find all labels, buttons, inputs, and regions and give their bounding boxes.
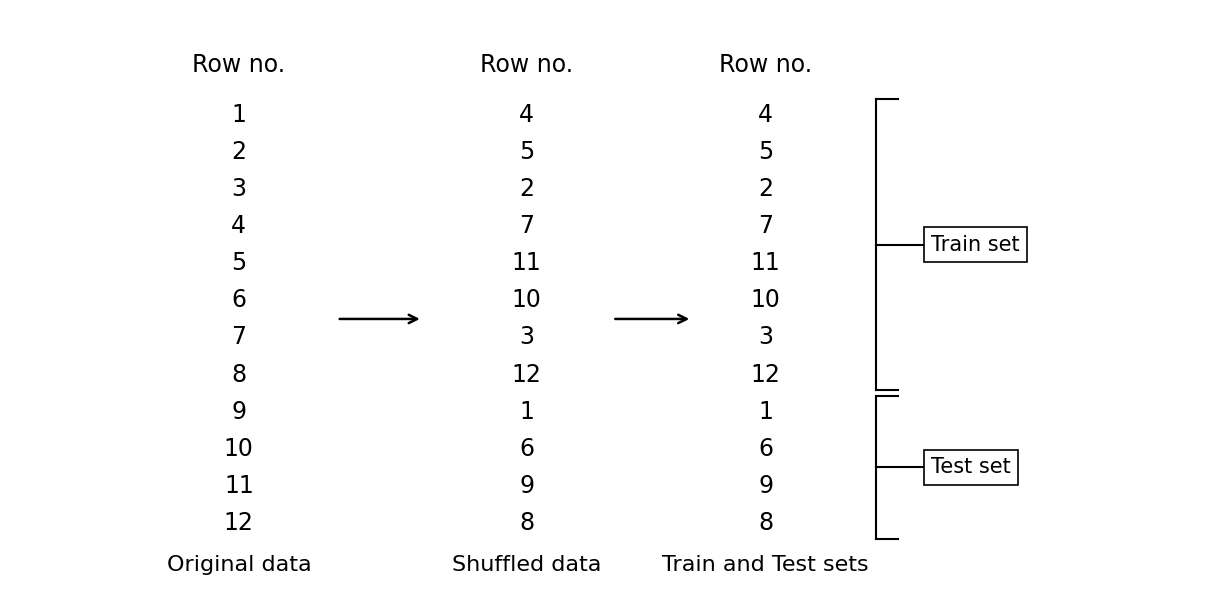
- Text: 1: 1: [519, 400, 534, 423]
- Text: Train and Test sets: Train and Test sets: [663, 555, 869, 575]
- Text: 5: 5: [758, 140, 773, 164]
- Text: Row no.: Row no.: [192, 53, 285, 77]
- Text: 7: 7: [519, 214, 534, 238]
- Text: Test set: Test set: [931, 458, 1011, 477]
- Text: 10: 10: [224, 437, 254, 461]
- Text: Original data: Original data: [167, 555, 311, 575]
- Text: 8: 8: [232, 363, 246, 386]
- Text: 4: 4: [758, 103, 773, 127]
- Text: 6: 6: [232, 289, 246, 312]
- Text: 5: 5: [519, 140, 534, 164]
- Text: 11: 11: [751, 252, 780, 275]
- Text: 12: 12: [512, 363, 541, 386]
- Text: 6: 6: [519, 437, 534, 461]
- Text: 12: 12: [751, 363, 780, 386]
- Text: Row no.: Row no.: [480, 53, 573, 77]
- Text: 3: 3: [232, 177, 246, 201]
- Text: 8: 8: [758, 511, 773, 535]
- Text: 6: 6: [758, 437, 773, 461]
- Text: 3: 3: [758, 326, 773, 349]
- Text: 3: 3: [519, 326, 534, 349]
- Text: 12: 12: [224, 511, 254, 535]
- Text: 10: 10: [751, 289, 780, 312]
- Text: 7: 7: [758, 214, 773, 238]
- Text: Row no.: Row no.: [719, 53, 812, 77]
- Text: Shuffled data: Shuffled data: [452, 555, 601, 575]
- Text: 7: 7: [232, 326, 246, 349]
- Text: 8: 8: [519, 511, 534, 535]
- Text: 9: 9: [519, 474, 534, 498]
- Text: 10: 10: [512, 289, 541, 312]
- Text: 4: 4: [519, 103, 534, 127]
- Text: 1: 1: [758, 400, 773, 423]
- Text: 9: 9: [758, 474, 773, 498]
- Text: 5: 5: [232, 252, 246, 275]
- Text: 2: 2: [758, 177, 773, 201]
- Text: 11: 11: [224, 474, 254, 498]
- Text: 4: 4: [232, 214, 246, 238]
- Text: Train set: Train set: [931, 235, 1019, 254]
- Text: 2: 2: [232, 140, 246, 164]
- Text: 1: 1: [232, 103, 246, 127]
- Text: 9: 9: [232, 400, 246, 423]
- Text: 2: 2: [519, 177, 534, 201]
- Text: 11: 11: [512, 252, 541, 275]
